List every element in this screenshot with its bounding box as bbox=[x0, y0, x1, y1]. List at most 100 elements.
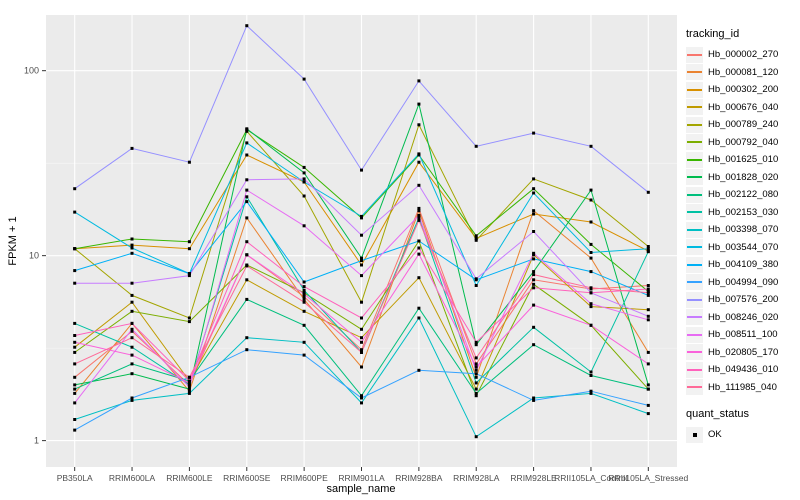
data-point bbox=[417, 206, 421, 210]
data-point bbox=[474, 343, 478, 347]
data-point bbox=[73, 375, 77, 379]
legend-item-label: Hb_004994_090 bbox=[708, 276, 779, 288]
data-point bbox=[646, 284, 650, 287]
legend-key bbox=[686, 64, 703, 81]
data-point bbox=[130, 396, 134, 400]
legend-item-label: Hb_003398_070 bbox=[708, 224, 779, 236]
legend-line-swatch bbox=[687, 123, 702, 126]
x-tick-label: RRIM928LE bbox=[510, 473, 557, 483]
legend-key bbox=[686, 46, 703, 63]
legend-item-label: Hb_000792_040 bbox=[708, 136, 779, 148]
data-point bbox=[130, 321, 134, 325]
x-tick-label: RRIM600LE bbox=[166, 473, 213, 483]
legend-item: Hb_002153_030 bbox=[686, 204, 798, 222]
legend-item-label: Hb_000789_240 bbox=[708, 119, 779, 131]
data-point bbox=[245, 336, 249, 340]
data-point bbox=[187, 389, 191, 393]
y-tick-label: 1 bbox=[34, 436, 39, 446]
data-point bbox=[417, 276, 421, 280]
x-tick-label: RRIM600LA bbox=[109, 473, 156, 483]
data-point bbox=[474, 365, 478, 369]
data-point bbox=[245, 24, 249, 28]
data-point bbox=[474, 234, 478, 238]
data-point bbox=[646, 314, 650, 318]
data-point bbox=[73, 269, 77, 273]
data-point bbox=[474, 394, 478, 398]
data-point bbox=[646, 403, 650, 407]
legend-item: Hb_003544_070 bbox=[686, 239, 798, 257]
data-point bbox=[646, 318, 650, 322]
data-point bbox=[417, 183, 421, 187]
legend-item-quant: OK bbox=[686, 426, 798, 444]
data-point bbox=[360, 350, 363, 354]
data-point bbox=[417, 218, 421, 222]
data-point bbox=[73, 362, 77, 366]
data-point bbox=[646, 287, 650, 291]
data-point bbox=[417, 316, 421, 320]
data-point bbox=[73, 391, 77, 395]
data-point bbox=[360, 274, 363, 278]
data-point bbox=[474, 356, 478, 360]
data-point bbox=[360, 256, 363, 260]
data-point bbox=[187, 247, 191, 251]
legend-item-label: Hb_020805_170 bbox=[708, 346, 779, 358]
data-point bbox=[474, 372, 478, 376]
data-point bbox=[73, 321, 77, 325]
legend-item: Hb_000792_040 bbox=[686, 134, 798, 152]
data-point bbox=[187, 240, 191, 244]
data-point bbox=[130, 345, 134, 349]
data-point bbox=[532, 303, 536, 307]
data-point bbox=[646, 293, 650, 297]
data-point bbox=[360, 233, 363, 237]
data-point bbox=[589, 323, 593, 327]
data-point bbox=[302, 165, 306, 169]
data-point bbox=[187, 391, 191, 395]
data-point bbox=[130, 353, 134, 357]
legend-item-label: Hb_002122_080 bbox=[708, 189, 779, 201]
data-point bbox=[589, 302, 593, 306]
legend-item: Hb_004994_090 bbox=[686, 274, 798, 292]
data-point bbox=[245, 200, 249, 204]
data-point bbox=[532, 282, 536, 286]
legend-panel: tracking_id Hb_000002_270 Hb_000081_120 Hb… bbox=[686, 28, 798, 444]
data-point bbox=[589, 251, 593, 254]
data-point bbox=[360, 394, 363, 398]
data-point bbox=[245, 127, 249, 131]
data-point bbox=[589, 391, 593, 395]
data-point bbox=[130, 309, 134, 313]
data-point bbox=[589, 198, 593, 202]
legend-item: Hb_001625_010 bbox=[686, 151, 798, 169]
legend-key bbox=[686, 169, 703, 186]
data-point bbox=[130, 237, 134, 241]
data-point bbox=[589, 389, 593, 393]
data-point bbox=[360, 168, 363, 172]
legend-item-label: Hb_001828_020 bbox=[708, 171, 779, 183]
legend-item: Hb_001828_020 bbox=[686, 169, 798, 187]
data-point bbox=[532, 278, 536, 282]
data-point bbox=[302, 353, 306, 357]
y-tick-label: 100 bbox=[24, 66, 39, 76]
data-point bbox=[646, 350, 650, 354]
data-point bbox=[417, 216, 421, 220]
data-point bbox=[245, 348, 249, 352]
legend-items-quant-status: OK bbox=[686, 426, 798, 444]
x-tick-label: RRIM600PE bbox=[281, 473, 329, 483]
legend-items-tracking-id: Hb_000002_270 Hb_000081_120 Hb_000302_200 H… bbox=[686, 46, 798, 396]
data-point bbox=[130, 293, 134, 297]
data-point bbox=[245, 253, 249, 257]
data-point bbox=[73, 334, 77, 337]
data-point bbox=[302, 295, 306, 299]
legend-item-label: Hb_008511_100 bbox=[708, 329, 778, 341]
legend-key bbox=[686, 99, 703, 116]
y-axis-title: FPKM + 1 bbox=[7, 216, 19, 266]
legend-item-label: Hb_003544_070 bbox=[708, 241, 779, 253]
legend-line-swatch bbox=[687, 141, 702, 144]
data-point bbox=[532, 187, 536, 191]
data-point bbox=[474, 144, 478, 148]
legend-item-label: Hb_008246_020 bbox=[708, 311, 779, 323]
legend-item-label: Hb_007576_200 bbox=[708, 294, 779, 306]
data-point bbox=[589, 291, 593, 295]
data-point bbox=[302, 280, 306, 284]
x-axis-title: sample_name bbox=[326, 483, 396, 495]
data-point bbox=[73, 340, 77, 344]
